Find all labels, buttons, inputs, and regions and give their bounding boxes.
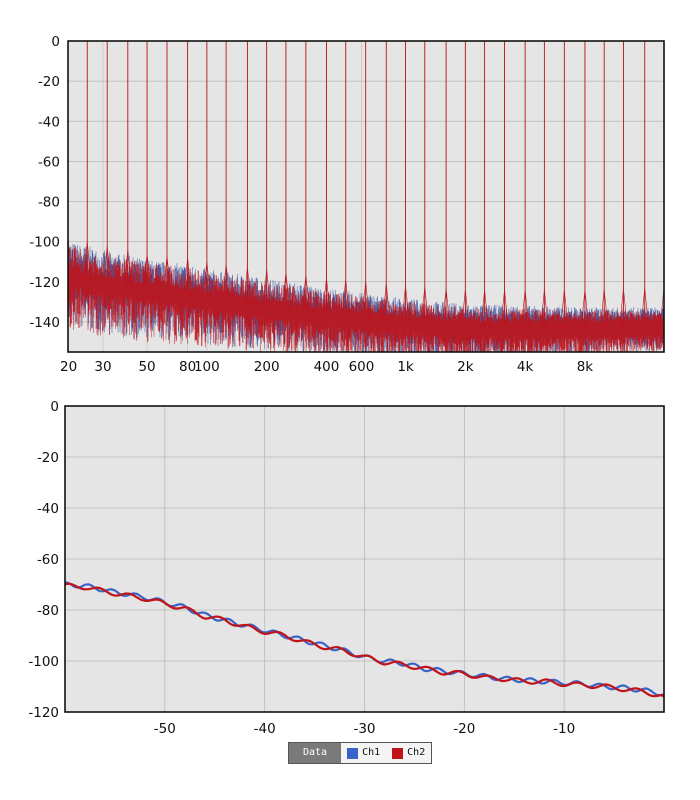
linearity-x-tick: -20	[453, 721, 475, 737]
tone-skirt	[82, 242, 92, 283]
spectrum-y-tick: -140	[29, 315, 60, 331]
spectrum-x-tick: 20	[60, 359, 77, 375]
linearity-y-tick: -40	[37, 501, 59, 517]
legend-entry-ch1[interactable]: Ch1	[341, 743, 386, 763]
tone-skirt	[580, 289, 590, 330]
linearity-series-group	[65, 581, 664, 698]
chart-legend: Data Ch1 Ch2	[288, 742, 433, 764]
spectrum-x-tick: 30	[94, 359, 111, 375]
linearity-y-tick: -100	[28, 654, 59, 670]
legend-entry-ch2[interactable]: Ch2	[386, 743, 431, 763]
tone-skirt	[619, 288, 628, 329]
spectrum-series-group	[68, 41, 664, 352]
tone-skirt	[461, 289, 470, 330]
tone-skirt	[322, 277, 331, 318]
legend-title: Data	[289, 743, 342, 763]
linearity-x-tick: -50	[154, 721, 176, 737]
spectrum-x-tick: 100	[194, 359, 220, 375]
spectrum-noise-ch2	[68, 246, 664, 352]
linearity-y-tick: -80	[37, 603, 59, 619]
linearity-chart: 0 -20 -40 -60 -80 -100 -120 -50 -40 -30 -20 -10	[28, 399, 665, 737]
tone-skirt	[381, 283, 391, 324]
spectrum-frame	[67, 40, 665, 353]
tone-skirt	[599, 289, 609, 330]
tone-skirt	[480, 289, 489, 330]
spectrum-x-tick: 1k	[397, 359, 414, 375]
spectrum-y-tick: -20	[38, 74, 60, 90]
tone-skirt	[68, 237, 73, 278]
tone-skirt	[361, 281, 370, 322]
tone-skirt	[401, 285, 410, 326]
spectrum-y-tick: -40	[38, 114, 60, 130]
tone-skirt	[142, 253, 152, 294]
linearity-line-ch2	[65, 582, 664, 698]
spectrum-y-tick: -100	[29, 235, 60, 251]
tone-skirt	[162, 255, 172, 296]
legend-label-ch1: Ch1	[362, 747, 381, 758]
tone-skirt	[102, 246, 112, 287]
spectrum-x-tick: 8k	[577, 359, 594, 375]
spectrum-y-tick: 0	[51, 34, 60, 50]
legend-label-ch2: Ch2	[407, 747, 426, 758]
legend-swatch-ch2	[392, 747, 404, 759]
tone-skirt	[500, 289, 509, 330]
spectrum-y-tick: -60	[38, 154, 60, 170]
legend-swatch-ch1	[347, 747, 359, 759]
tone-skirt	[540, 289, 549, 330]
tone-skirt	[202, 261, 212, 302]
spectrum-x-tick: 4k	[517, 359, 534, 375]
tone-skirt	[221, 264, 231, 305]
tone-skirt	[341, 279, 351, 320]
spectrum-x-tick: 200	[254, 359, 280, 375]
tone-skirt	[281, 272, 291, 313]
tone-skirt	[183, 257, 192, 298]
linearity-x-tick: -30	[353, 721, 375, 737]
tone-skirt	[262, 269, 271, 310]
tone-skirt	[243, 267, 252, 308]
tone-skirt	[441, 288, 451, 329]
spectrum-x-tick: 2k	[457, 359, 474, 375]
linearity-y-tick: -120	[28, 705, 59, 721]
linearity-x-tick: -40	[254, 721, 276, 737]
linearity-x-tick: -10	[553, 721, 575, 737]
linearity-frame	[64, 405, 665, 713]
linearity-y-tick: -20	[37, 450, 59, 466]
linearity-y-tick: -60	[37, 552, 59, 568]
tone-skirt	[420, 287, 430, 328]
tone-skirt	[301, 274, 311, 316]
tone-skirt	[123, 250, 133, 291]
spectrum-y-tick: -80	[38, 195, 60, 211]
spectrum-x-tick: 400	[314, 359, 340, 375]
tone-skirt	[640, 288, 650, 329]
tone-skirt	[560, 289, 569, 330]
spectrum-x-tick: 80	[179, 359, 196, 375]
spectrum-x-tick: 50	[138, 359, 155, 375]
spectrum-y-tick: -120	[29, 275, 60, 291]
tone-skirt	[659, 287, 664, 328]
linearity-y-tick: 0	[50, 399, 59, 415]
spectrum-x-tick: 600	[349, 359, 375, 375]
tone-skirt	[520, 289, 530, 330]
